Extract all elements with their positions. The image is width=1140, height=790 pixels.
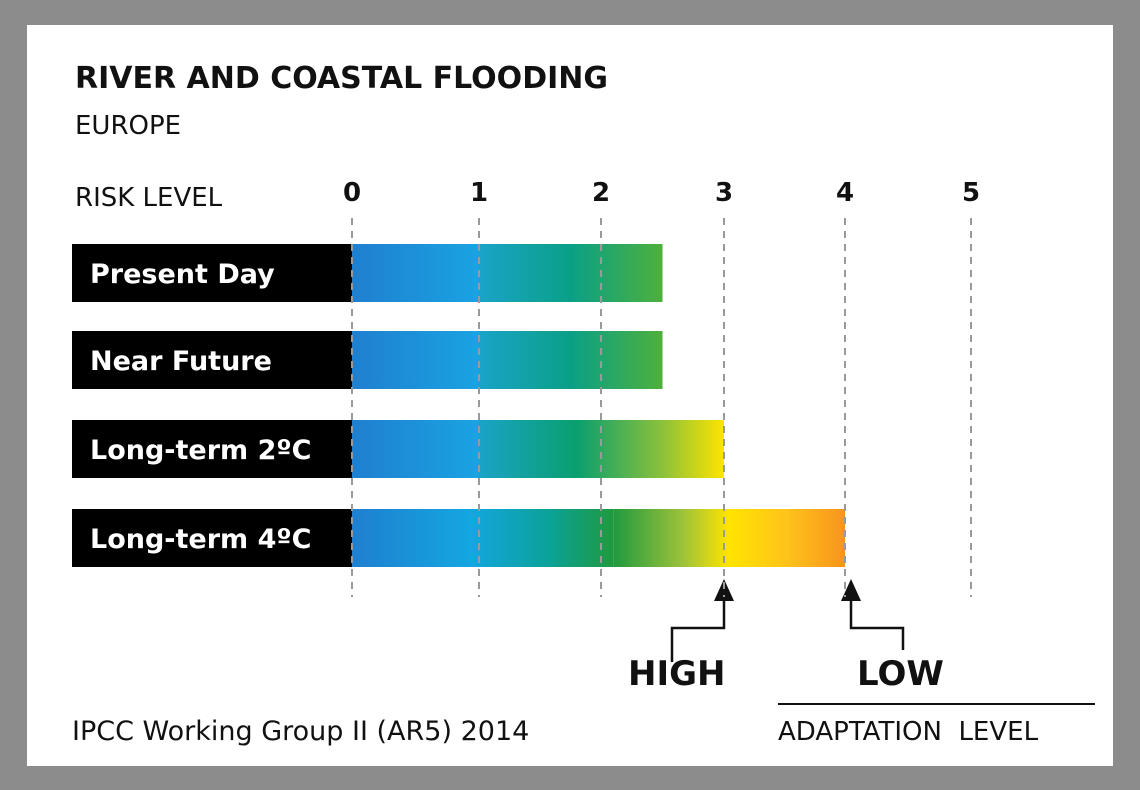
low-pointer-line bbox=[849, 585, 905, 650]
category-label-bg bbox=[72, 420, 352, 478]
category-label: Present Day bbox=[90, 259, 275, 290]
chart-row: Present Day bbox=[72, 244, 663, 302]
category-label-bg bbox=[72, 509, 352, 567]
chart-row: Near Future bbox=[72, 331, 663, 389]
x-tick-label: 0 bbox=[343, 178, 361, 208]
bar-solid-segment bbox=[352, 420, 479, 478]
chart-title: RIVER AND COASTAL FLOODING bbox=[75, 61, 608, 96]
category-label-bg bbox=[72, 244, 352, 302]
bar-hatched-segment bbox=[613, 509, 845, 567]
bar-solid-segment bbox=[352, 244, 479, 302]
category-label-bg bbox=[72, 331, 352, 389]
bar-hatched-segment bbox=[479, 331, 663, 389]
x-axis-label: RISK LEVEL bbox=[75, 183, 223, 213]
chart-panel: RIVER AND COASTAL FLOODING EUROPE RISK L… bbox=[27, 25, 1113, 766]
category-label: Long-term 2ºC bbox=[90, 435, 311, 466]
chart-row: Long-term 4ºC bbox=[72, 509, 845, 567]
category-label: Long-term 4ºC bbox=[90, 524, 311, 555]
x-tick-label: 4 bbox=[836, 178, 854, 208]
adaptation-level-label: ADAPTATION LEVEL bbox=[778, 717, 1039, 747]
x-tick-label: 5 bbox=[962, 178, 980, 208]
low-label: LOW bbox=[857, 654, 944, 694]
chart-row: Long-term 2ºC bbox=[72, 420, 724, 478]
high-pointer-line bbox=[670, 585, 726, 662]
bar-solid-segment bbox=[352, 331, 479, 389]
bar-hatched-fill bbox=[613, 509, 845, 567]
flood-risk-chart: RIVER AND COASTAL FLOODING EUROPE RISK L… bbox=[72, 61, 1095, 747]
bar-solid-segment bbox=[352, 509, 614, 567]
x-tick-label: 1 bbox=[470, 178, 488, 208]
high-arrow-icon bbox=[714, 579, 734, 601]
source-credit: IPCC Working Group II (AR5) 2014 bbox=[72, 716, 529, 747]
bar-hatched-fill bbox=[479, 331, 663, 389]
high-label: HIGH bbox=[628, 654, 725, 694]
chart-subtitle: EUROPE bbox=[75, 111, 181, 141]
bar-hatched-segment bbox=[479, 244, 663, 302]
x-tick-label: 2 bbox=[592, 178, 610, 208]
category-label: Near Future bbox=[90, 346, 272, 377]
x-tick-label: 3 bbox=[715, 178, 733, 208]
bar-hatched-fill bbox=[479, 244, 663, 302]
